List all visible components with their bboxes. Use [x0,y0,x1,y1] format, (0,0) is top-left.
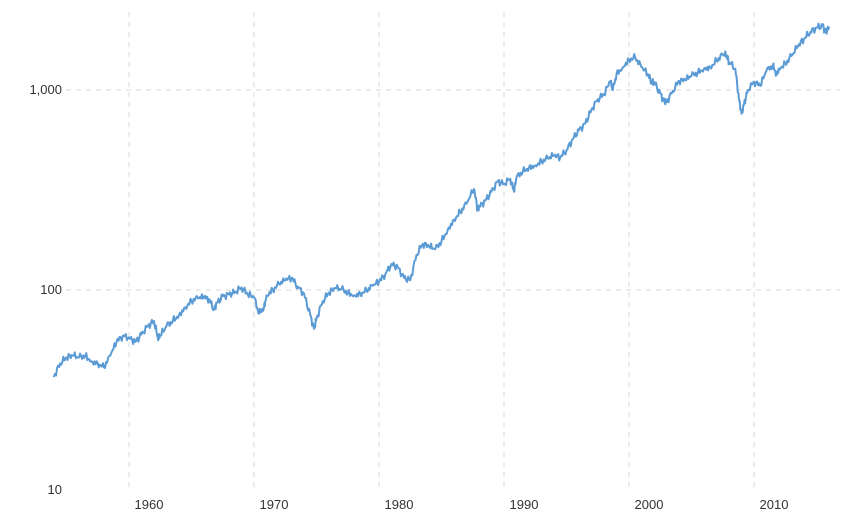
x-tick-label: 1960 [135,497,164,512]
x-tick-label: 2010 [760,497,789,512]
x-tick-label: 1970 [260,497,289,512]
y-tick-label: 100 [40,282,62,297]
x-tick-label: 2000 [635,497,664,512]
y-tick-label: 1,000 [29,82,62,97]
series-layer [53,22,830,378]
x-tick-label: 1980 [385,497,414,512]
grid-layer [66,12,840,490]
series-line [53,22,830,378]
x-tick-label: 1990 [510,497,539,512]
y-tick-label: 10 [48,482,62,497]
axis-labels: 1960 1970 1980 1990 2000 2010 10 100 1,000 [29,82,788,512]
